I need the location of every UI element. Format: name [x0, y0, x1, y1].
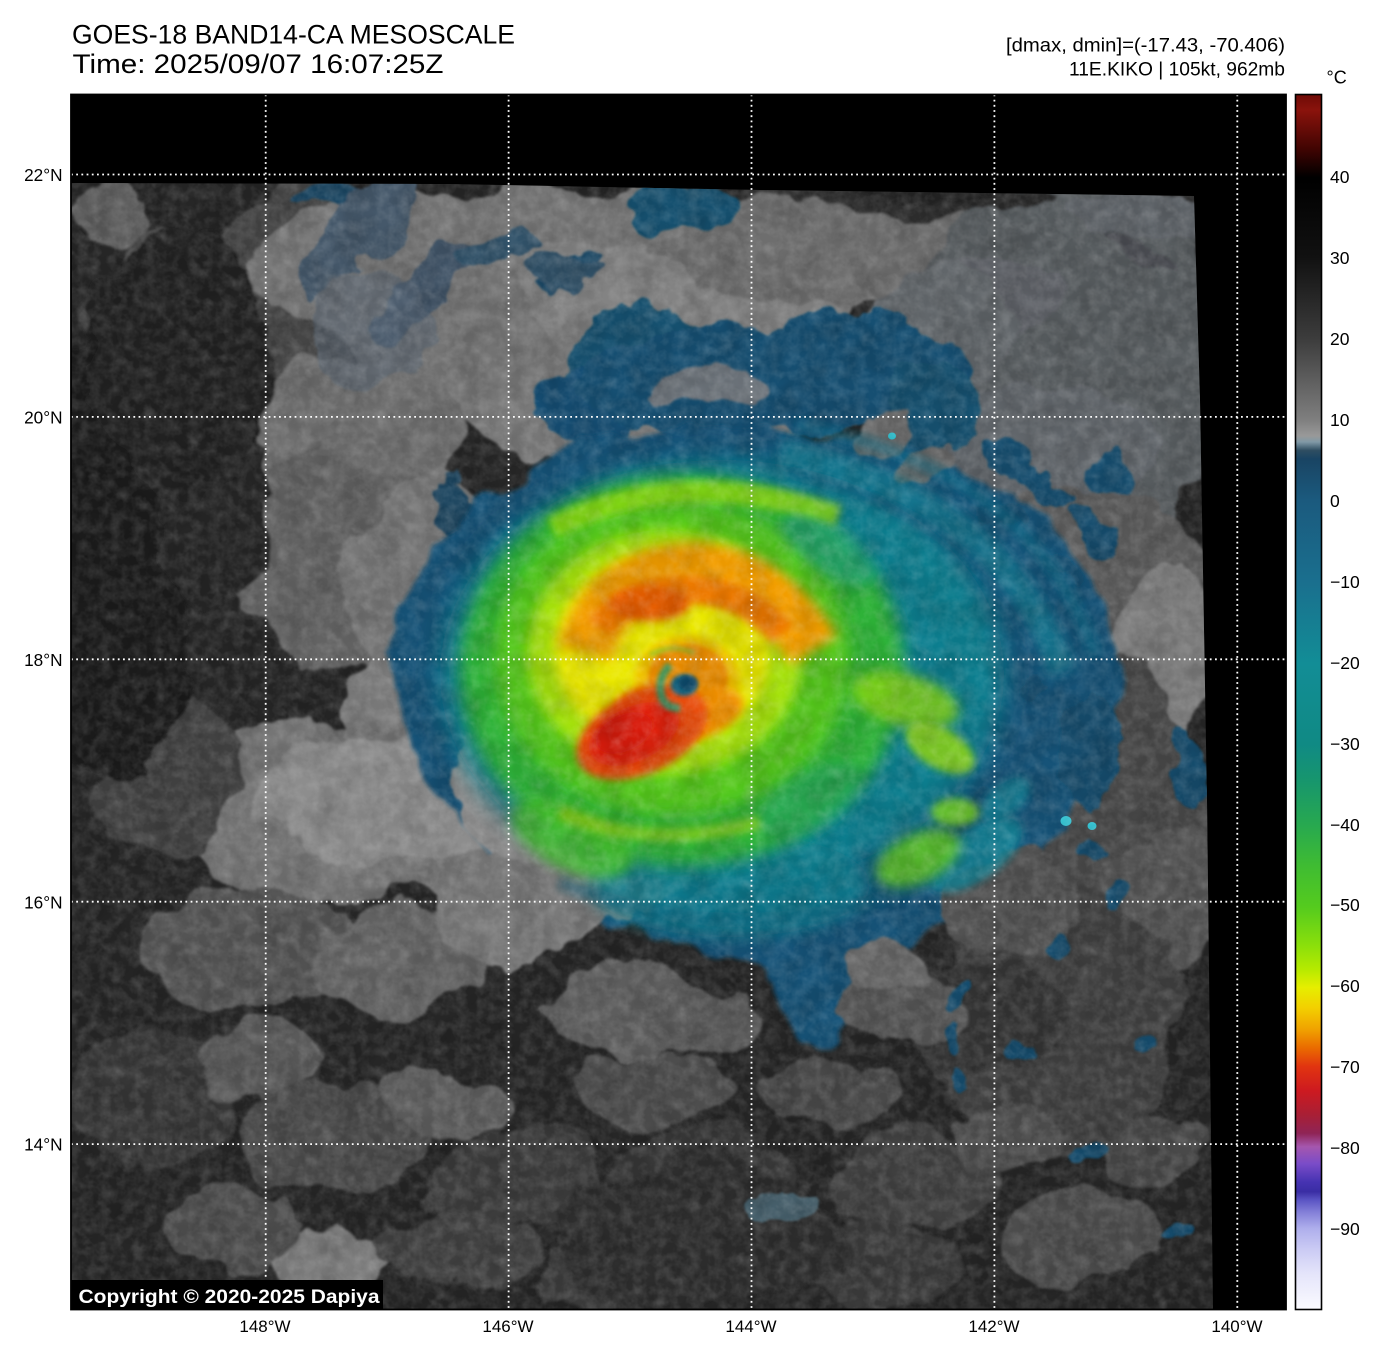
svg-text:142°W: 142°W — [968, 1317, 1019, 1336]
svg-text:148°W: 148°W — [239, 1317, 290, 1336]
svg-text:−20: −20 — [1330, 653, 1360, 673]
svg-text:−50: −50 — [1330, 895, 1360, 915]
svg-text:−70: −70 — [1330, 1057, 1360, 1077]
svg-text:30: 30 — [1330, 248, 1350, 268]
svg-text:14°N: 14°N — [24, 1135, 62, 1155]
svg-text:[dmax, dmin]=(-17.43, -70.406): [dmax, dmin]=(-17.43, -70.406) — [1006, 35, 1285, 56]
svg-text:144°W: 144°W — [725, 1317, 776, 1336]
svg-text:18°N: 18°N — [24, 650, 62, 670]
svg-text:−10: −10 — [1330, 572, 1360, 592]
svg-text:−60: −60 — [1330, 976, 1360, 996]
svg-text:11E.KIKO | 105kt, 962mb: 11E.KIKO | 105kt, 962mb — [1069, 60, 1285, 81]
svg-text:°C: °C — [1327, 68, 1347, 88]
svg-text:22°N: 22°N — [24, 165, 62, 185]
svg-text:Copyright © 2020-2025 Dapiya: Copyright © 2020-2025 Dapiya — [79, 1286, 380, 1308]
svg-text:−80: −80 — [1330, 1138, 1360, 1158]
svg-text:40: 40 — [1330, 167, 1350, 187]
svg-text:Time: 2025/09/07 16:07:25Z: Time: 2025/09/07 16:07:25Z — [73, 49, 444, 79]
svg-text:−30: −30 — [1330, 734, 1360, 754]
svg-text:20: 20 — [1330, 329, 1350, 349]
svg-text:0: 0 — [1330, 491, 1340, 511]
svg-text:−90: −90 — [1330, 1219, 1360, 1239]
svg-text:16°N: 16°N — [24, 892, 62, 912]
svg-text:10: 10 — [1330, 410, 1350, 430]
svg-text:20°N: 20°N — [24, 408, 62, 428]
svg-text:146°W: 146°W — [482, 1317, 533, 1336]
svg-text:140°W: 140°W — [1211, 1317, 1262, 1336]
svg-text:−40: −40 — [1330, 815, 1360, 835]
svg-text:GOES-18 BAND14-CA MESOSCALE: GOES-18 BAND14-CA MESOSCALE — [72, 19, 515, 49]
